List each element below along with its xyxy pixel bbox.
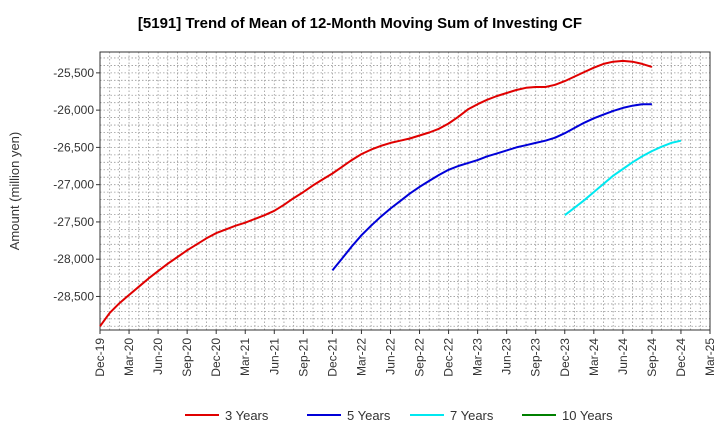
x-tick-label: Sep-20 [180,338,194,377]
x-tick-label: Sep-21 [296,338,310,377]
x-tick-label: Mar-23 [471,338,485,376]
legend-label-10-years: 10 Years [562,408,613,423]
y-tick-label: -28,500 [53,289,94,303]
plot-background [100,52,710,330]
series-line-5-years [331,103,652,272]
x-tick-label: Jun-22 [383,338,397,375]
x-tick-label: Mar-20 [122,338,136,376]
x-tick-label: Dec-22 [442,338,456,377]
x-tick-label: Dec-23 [558,338,572,377]
series-lines [99,59,682,327]
x-tick-label: Mar-22 [354,338,368,376]
x-tick-label: Jun-23 [500,338,514,375]
x-tick-label: Sep-22 [413,338,427,377]
series-line-3-years [99,59,653,327]
x-tick-label: Jun-21 [267,338,281,375]
x-tick-label: Dec-24 [674,338,688,377]
y-tick-label: -25,500 [53,66,94,80]
y-tick-label: -28,000 [53,252,94,266]
x-tick-label: Sep-23 [529,338,543,377]
x-tick-label: Jun-20 [151,338,165,375]
x-tick-label: Mar-24 [587,338,601,376]
chart-title: [5191] Trend of Mean of 12-Month Moving … [138,15,582,32]
x-tick-label: Dec-21 [325,338,339,377]
legend: 3 Years 5 Years 7 Years 10 Years [185,408,613,423]
plot-border [99,51,711,331]
y-tick-label: -26,500 [53,140,94,154]
legend-label-7-years: 7 Years [450,408,494,423]
x-tick-label: Jun-24 [616,338,630,375]
series-line-7-years [564,139,682,216]
y-axis-ticks: -28,500 -28,000 -27,500 -27,000 -26,500 -26,0… [53,66,100,303]
x-axis-ticks: Dec-19 Mar-20 Jun-20 Sep-20 Dec-20 Mar-21 Jun-… [93,330,717,377]
x-tick-label: Mar-25 [703,338,717,376]
legend-label-5-years: 5 Years [347,408,391,423]
y-tick-label: -26,000 [53,103,94,117]
y-tick-label: -27,500 [53,215,94,229]
legend-label-3-years: 3 Years [225,408,269,423]
x-tick-label: Sep-24 [645,338,659,377]
x-tick-label: Dec-20 [209,338,223,377]
y-axis-label: Amount (million yen) [7,132,22,251]
y-tick-label: -27,000 [53,178,94,192]
x-tick-label: Mar-21 [238,338,252,376]
x-tick-label: Dec-19 [93,338,107,377]
plot-area [99,51,711,331]
